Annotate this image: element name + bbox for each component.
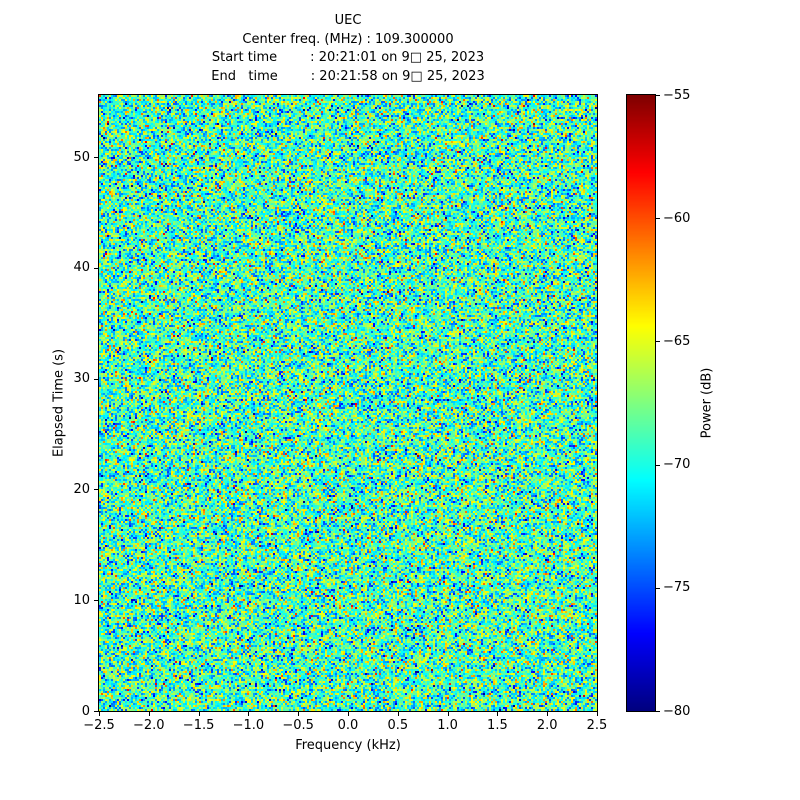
y-tick-mark [94,378,98,380]
colorbar-tick-mark [656,341,660,343]
x-tick-label: −0.5 [282,718,314,733]
x-tick-mark [447,712,449,716]
colorbar-tick-mark [656,711,660,712]
colorbar-tick-mark [656,587,660,589]
colorbar-tick-label: −55 [663,87,691,103]
x-tick-label: 1.5 [487,718,508,733]
y-tick-mark [94,600,98,602]
colorbar-tick-mark [656,218,660,220]
y-axis-label: Elapsed Time (s) [51,348,67,458]
x-tick-mark [198,712,200,716]
y-tick-label: 30 [73,371,90,387]
colorbar-frame [626,94,656,712]
end-time-line: End time : 20:21:58 on 9□ 25, 2023 [211,68,485,84]
plot-area-frame [98,94,598,712]
chart-title: UEC [334,13,362,28]
x-tick-mark [248,712,250,716]
x-tick-label: 2.5 [586,718,608,733]
y-tick-label: 0 [81,703,90,719]
x-tick-mark [397,712,399,716]
x-tick-label: 2.0 [536,718,558,733]
start-time-line: Start time : 20:21:01 on 9□ 25, 2023 [211,50,485,65]
x-tick-label: −2.0 [133,718,165,733]
y-tick-mark [94,267,98,269]
y-tick-label: 50 [73,149,90,165]
colorbar-tick-label: −80 [663,703,691,719]
x-tick-label: 1.0 [437,718,458,733]
x-tick-mark [99,712,100,716]
center-frequency-line: Center freq. (MHz) : 109.300000 [242,31,454,47]
x-tick-label: −1.5 [182,718,215,733]
y-tick-label: 10 [73,592,90,608]
y-tick-mark [94,489,98,491]
colorbar-tick-label: −60 [663,210,691,226]
figure-header: UEC Center freq. (MHz) : 109.300000 Star… [99,12,597,86]
y-tick-label: 40 [73,260,90,276]
y-tick-mark [94,157,98,159]
colorbar-tick-label: −75 [663,580,691,596]
x-tick-mark [348,712,349,716]
colorbar-tick-mark [656,464,660,466]
colorbar-tick-label: −65 [663,333,691,349]
x-tick-mark [597,712,598,716]
x-tick-mark [547,712,549,716]
x-tick-label: −1.0 [232,718,265,733]
spectrogram-heatmap [99,95,597,711]
x-tick-label: −2.5 [83,718,115,733]
x-axis-label: Frequency (kHz) [295,738,401,753]
colorbar-label: Power (dB) [699,367,715,439]
y-tick-label: 20 [73,481,90,497]
x-tick-mark [497,712,499,716]
colorbar-tick-label: −70 [663,457,691,473]
colorbar-tick-mark [656,95,660,96]
x-tick-label: 0.5 [387,718,409,733]
x-tick-label: 0.0 [337,718,359,733]
colorbar-gradient [627,95,655,711]
x-tick-mark [298,712,300,716]
y-tick-mark [94,711,98,712]
x-tick-mark [148,712,150,716]
